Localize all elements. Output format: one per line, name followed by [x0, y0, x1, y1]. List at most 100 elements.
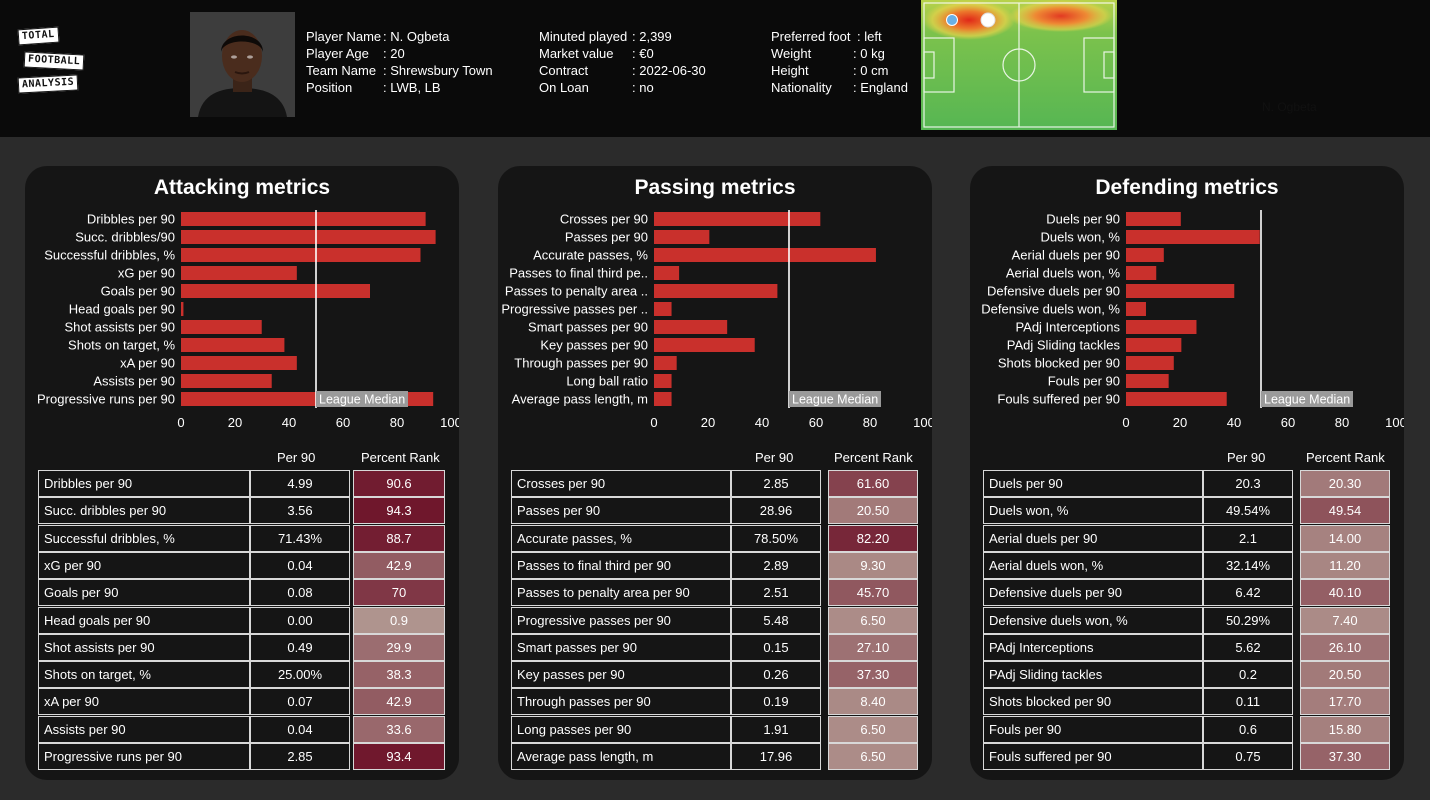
bar-category-label: Duels per 90 — [1046, 212, 1120, 227]
bar-category-label: Progressive runs per 90 — [37, 392, 175, 407]
defending-bar-chart: Duels per 90 Duels won, % Aerial duels per… — [981, 210, 1404, 430]
info-row-loan: On Loan : no — [539, 80, 654, 95]
table-row: Assists per 90 0.04 33.6 — [38, 715, 445, 743]
info-row-minutes: Minuted played : 2,399 — [539, 29, 672, 44]
metric-name-cell: Duels won, % — [983, 497, 1203, 525]
per90-value-cell: 2.85 — [731, 470, 821, 497]
bar — [654, 374, 672, 388]
bar-category-label: Head goals per 90 — [69, 302, 175, 317]
x-tick-label: 60 — [1281, 415, 1295, 430]
bar-category-label: Defensive duels per 90 — [987, 284, 1120, 299]
metric-name-cell: Progressive passes per 90 — [511, 606, 731, 634]
per90-value-cell: 0.6 — [1203, 715, 1293, 743]
bar-category-label: Average pass length, m — [512, 392, 648, 407]
bar-category-label: PAdj Sliding tackles — [1007, 338, 1121, 353]
logo-word-total: TOTAL — [17, 26, 60, 46]
info-key-height: Height — [771, 63, 809, 78]
metric-name-cell: PAdj Sliding tackles — [983, 661, 1203, 689]
info-key-position: Position — [306, 80, 353, 95]
metric-name-cell: Successful dribbles, % — [38, 524, 250, 552]
table-row: Smart passes per 90 0.15 27.10 — [511, 633, 918, 661]
table-row: Accurate passes, % 78.50% 82.20 — [511, 524, 918, 552]
bar — [181, 230, 436, 244]
per90-value-cell: 0.07 — [250, 688, 350, 716]
metric-name-cell: Passes to final third per 90 — [511, 551, 731, 579]
bar — [181, 302, 184, 316]
position-heatmap — [921, 0, 1117, 130]
bar-category-label: Passes to final third pe.. — [509, 266, 648, 281]
metric-name-cell: Key passes per 90 — [511, 661, 731, 689]
per90-value-cell: 3.56 — [250, 497, 350, 525]
x-tick-label: 0 — [650, 415, 657, 430]
percent-rank-cell: 33.6 — [353, 715, 445, 743]
percent-rank-cell: 61.60 — [828, 470, 918, 497]
per90-value-cell: 71.43% — [250, 524, 350, 552]
x-tick-label: 40 — [1227, 415, 1241, 430]
bar — [1126, 230, 1260, 244]
percent-rank-cell: 6.50 — [828, 743, 918, 770]
table-row: Through passes per 90 0.19 8.40 — [511, 688, 918, 716]
median-label-background — [1261, 391, 1353, 407]
header-per90: Per 90 — [1227, 450, 1266, 465]
info-value-foot: left — [864, 29, 882, 44]
info-key-weight: Weight — [771, 46, 812, 61]
percent-rank-cell: 7.40 — [1300, 606, 1390, 634]
bar-category-label: Through passes per 90 — [514, 356, 648, 371]
metric-name-cell: Fouls suffered per 90 — [983, 743, 1203, 770]
percent-rank-cell: 37.30 — [828, 661, 918, 689]
logo-word-analysis: ANALYSIS — [17, 74, 79, 94]
per90-value-cell: 4.99 — [250, 470, 350, 497]
per90-value-cell: 0.11 — [1203, 688, 1293, 716]
metric-name-cell: Long passes per 90 — [511, 715, 731, 743]
table-row: Shots on target, % 25.00% 38.3 — [38, 661, 445, 689]
median-label: League Median — [792, 393, 878, 407]
x-tick-label: 80 — [390, 415, 404, 430]
bar — [1126, 374, 1169, 388]
metric-name-cell: Shot assists per 90 — [38, 633, 250, 661]
per90-value-cell: 50.29% — [1203, 606, 1293, 634]
table-row: xA per 90 0.07 42.9 — [38, 688, 445, 716]
per90-value-cell: 0.19 — [731, 688, 821, 716]
table-row: Aerial duels per 90 2.1 14.00 — [983, 524, 1390, 552]
metric-name-cell: Defensive duels per 90 — [983, 579, 1203, 607]
percent-rank-cell: 29.9 — [353, 633, 445, 661]
percent-rank-cell: 94.3 — [353, 497, 445, 525]
player-info-column-1: Player Name : N. Ogbeta Player Age : 20 … — [306, 28, 516, 96]
header-percent-rank: Percent Rank — [1306, 450, 1385, 465]
metric-name-cell: Assists per 90 — [38, 715, 250, 743]
info-value-contract: 2022-06-30 — [639, 63, 706, 78]
info-key-team: Team Name — [306, 63, 377, 78]
bar-category-label: Accurate passes, % — [533, 248, 648, 263]
percent-rank-cell: 14.00 — [1300, 524, 1390, 552]
table-row: Average pass length, m 17.96 6.50 — [511, 743, 918, 770]
header-per90: Per 90 — [277, 450, 316, 465]
metric-name-cell: Fouls per 90 — [983, 715, 1203, 743]
percent-rank-cell: 20.30 — [1300, 470, 1390, 497]
panel-title: Passing metrics — [634, 176, 796, 199]
percent-rank-cell: 20.50 — [1300, 661, 1390, 689]
defending-panel: Defending metrics Duels per 90 Duels won,… — [970, 166, 1404, 780]
x-tick-label: 0 — [1122, 415, 1129, 430]
table-row: Duels per 90 20.3 20.30 — [983, 470, 1390, 497]
info-key-minutes: Minuted played — [539, 29, 628, 44]
x-tick-label: 80 — [1335, 415, 1349, 430]
per90-value-cell: 1.91 — [731, 715, 821, 743]
bar-category-label: Duels won, % — [1041, 230, 1121, 245]
per90-value-cell: 2.51 — [731, 579, 821, 607]
bar-category-label: Defensive duels won, % — [981, 302, 1120, 317]
attacking-panel: Attacking metrics Dribbles per 90 Succ. d… — [25, 166, 459, 780]
metric-name-cell: PAdj Interceptions — [983, 633, 1203, 661]
per90-value-cell: 0.15 — [731, 633, 821, 661]
bar — [1126, 248, 1164, 262]
per90-value-cell: 0.26 — [731, 661, 821, 689]
bar-category-label: Fouls per 90 — [1048, 374, 1120, 389]
table-row: Passes to final third per 90 2.89 9.30 — [511, 551, 918, 579]
median-label-background — [789, 391, 881, 407]
percent-rank-cell: 6.50 — [828, 715, 918, 743]
player-photo — [190, 12, 295, 117]
x-tick-label: 100 — [1385, 415, 1404, 430]
bar-category-label: Aerial duels per 90 — [1012, 248, 1120, 263]
percent-rank-cell: 0.9 — [353, 606, 445, 634]
metric-name-cell: xG per 90 — [38, 551, 250, 579]
metric-name-cell: Smart passes per 90 — [511, 633, 731, 661]
